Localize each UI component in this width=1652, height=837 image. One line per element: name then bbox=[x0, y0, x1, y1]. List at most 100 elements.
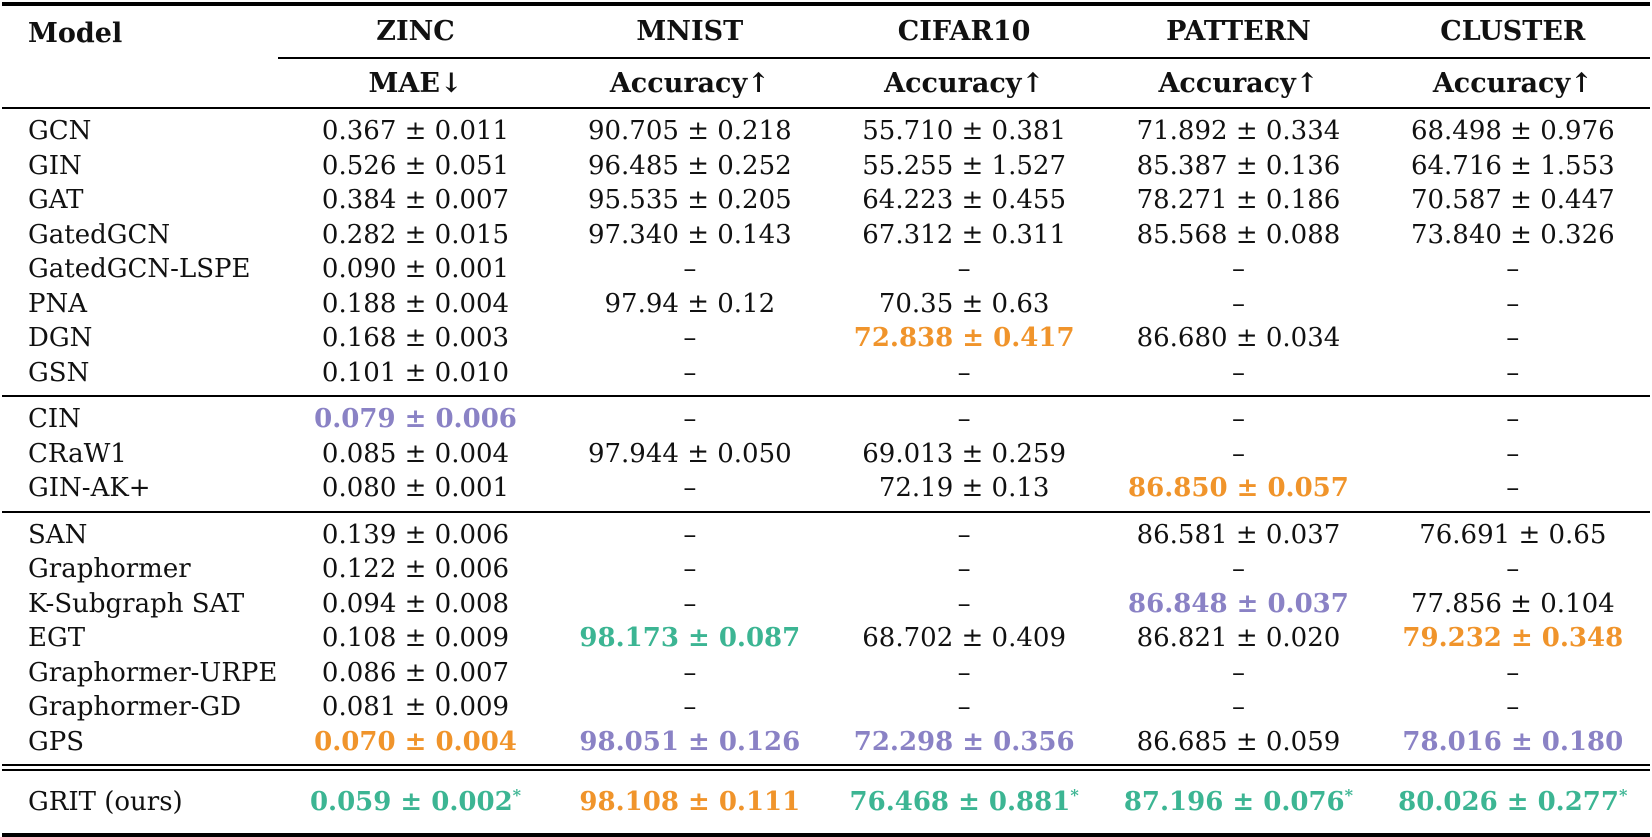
value-cell: – bbox=[553, 396, 827, 437]
dataset-header-row: Model ZINC MNIST CIFAR10 PATTERN CLUSTER bbox=[2, 4, 1650, 59]
significance-star: * bbox=[1070, 785, 1079, 805]
table-row: GIN 0.526 ± 0.051 96.485 ± 0.252 55.255 ± 1… bbox=[2, 149, 1650, 184]
value-cell: 85.568 ± 0.088 bbox=[1101, 218, 1375, 253]
value-cell: – bbox=[1101, 656, 1375, 691]
model-name: GIN-AK+ bbox=[28, 473, 151, 504]
value-cell: – bbox=[1376, 396, 1650, 437]
row-group-3: SAN 0.139 ± 0.006– –86.581 ± 0.037 76.691 ±… bbox=[2, 511, 1650, 768]
model-name: DGN bbox=[28, 323, 93, 354]
ranked-value: 0.059 ± 0.002* bbox=[309, 785, 522, 817]
value: 86.685 ± 0.059 bbox=[1136, 726, 1341, 757]
ranked-value: 98.051 ± 0.126 bbox=[579, 726, 801, 757]
value-cell: 0.059 ± 0.002* bbox=[278, 768, 552, 836]
value-cell: 0.282 ± 0.015 bbox=[278, 218, 552, 253]
table-row: SAN 0.139 ± 0.006 – – 86.581 ± 0.037 76.691 ±… bbox=[2, 512, 1650, 553]
value-cell: – bbox=[1376, 552, 1650, 587]
value-cell: – bbox=[827, 252, 1101, 287]
value: 90.705 ± 0.218 bbox=[587, 116, 792, 147]
metric-header-pattern: Accuracy↑ bbox=[1158, 67, 1319, 99]
value-cell: – bbox=[1376, 321, 1650, 356]
model-name: GRIT (ours) bbox=[28, 787, 183, 817]
value: 0.101 ± 0.010 bbox=[321, 357, 510, 388]
ranked-value: 0.070 ± 0.004 bbox=[314, 726, 517, 757]
value-cell: – bbox=[1101, 252, 1375, 287]
value: 0.526 ± 0.051 bbox=[321, 150, 510, 181]
value: 70.587 ± 0.447 bbox=[1410, 185, 1615, 216]
table-row: GRIT (ours) 0.059 ± 0.002* 98.108 ± 0.111 7… bbox=[2, 768, 1650, 836]
value: – bbox=[1506, 288, 1520, 319]
value-cell: – bbox=[1376, 252, 1650, 287]
col-header-zinc: ZINC bbox=[278, 4, 553, 59]
row-group-4: GRIT (ours) 0.059 ± 0.002* 98.108 ± 0.111 7… bbox=[2, 767, 1650, 836]
value: – bbox=[1231, 554, 1245, 585]
value: 0.384 ± 0.007 bbox=[321, 185, 510, 216]
value: 0.139 ± 0.006 bbox=[321, 519, 510, 550]
model-name: Graphormer bbox=[28, 554, 191, 585]
value: 0.080 ± 0.001 bbox=[321, 473, 510, 504]
value: 97.944 ± 0.050 bbox=[587, 438, 792, 469]
value-cell: – bbox=[553, 252, 827, 287]
value-cell: – bbox=[1376, 287, 1650, 322]
value-cell: 95.535 ± 0.205 bbox=[553, 183, 827, 218]
value: – bbox=[957, 588, 971, 619]
model-name: Graphormer-GD bbox=[28, 692, 242, 723]
value-cell: 78.016 ± 0.180 bbox=[1376, 725, 1650, 768]
value-cell: 98.051 ± 0.126 bbox=[553, 725, 827, 768]
value-cell: 0.090 ± 0.001 bbox=[278, 252, 552, 287]
value: 73.840 ± 0.326 bbox=[1410, 219, 1615, 250]
value: – bbox=[957, 657, 971, 688]
col-header-pattern: PATTERN bbox=[1101, 4, 1376, 59]
value: 55.255 ± 1.527 bbox=[862, 150, 1066, 181]
value: 72.19 ± 0.13 bbox=[878, 473, 1050, 504]
value-cell: 96.485 ± 0.252 bbox=[553, 149, 827, 184]
value: 85.568 ± 0.088 bbox=[1136, 219, 1341, 250]
value-cell: 86.685 ± 0.059 bbox=[1101, 725, 1375, 768]
value-cell: – bbox=[827, 512, 1101, 553]
value: 64.716 ± 1.553 bbox=[1410, 150, 1615, 181]
value-cell: 98.108 ± 0.111 bbox=[553, 768, 827, 836]
ranked-value: 98.108 ± 0.111 bbox=[579, 787, 801, 817]
table-row: GSN 0.101 ± 0.010 – – – – bbox=[2, 356, 1650, 397]
value-cell: – bbox=[827, 396, 1101, 437]
significance-star: * bbox=[1618, 785, 1628, 805]
table-row: GPS 0.070 ± 0.004 98.051 ± 0.126 72.298 ± 0… bbox=[2, 725, 1650, 768]
ranked-value: 98.173 ± 0.087 bbox=[579, 623, 801, 654]
table-row: CIN 0.079 ± 0.006 – – – – bbox=[2, 396, 1650, 437]
model-name: GPS bbox=[28, 726, 85, 757]
value-cell: 76.468 ± 0.881* bbox=[827, 768, 1101, 836]
value: 97.94 ± 0.12 bbox=[604, 288, 776, 319]
value: 70.35 ± 0.63 bbox=[878, 288, 1050, 319]
value: 68.498 ± 0.976 bbox=[1410, 116, 1615, 147]
value: – bbox=[683, 657, 697, 688]
table-row: EGT 0.108 ± 0.009 98.173 ± 0.087 68.702 ± 0… bbox=[2, 621, 1650, 656]
value-cell: 0.139 ± 0.006 bbox=[278, 512, 552, 553]
value: – bbox=[683, 519, 697, 550]
value-cell: 0.108 ± 0.009 bbox=[278, 621, 552, 656]
table-row: PNA 0.188 ± 0.004 97.94 ± 0.12 70.35 ± 0.63… bbox=[2, 287, 1650, 322]
significance-star: * bbox=[1344, 785, 1354, 805]
model-name: GCN bbox=[28, 116, 92, 147]
model-name: CIN bbox=[28, 404, 81, 435]
value-cell: 0.367 ± 0.011 bbox=[278, 108, 552, 149]
value: 69.013 ± 0.259 bbox=[862, 438, 1066, 469]
row-group-2: CIN 0.079 ± 0.006– – – – CRaW1 0.085 ± 0.004 97… bbox=[2, 396, 1650, 512]
value-cell: – bbox=[827, 356, 1101, 397]
value: 0.086 ± 0.007 bbox=[321, 657, 510, 688]
table-header: Model ZINC MNIST CIFAR10 PATTERN CLUSTER… bbox=[2, 4, 1650, 108]
value-cell: 85.387 ± 0.136 bbox=[1101, 149, 1375, 184]
value-cell: 70.35 ± 0.63 bbox=[827, 287, 1101, 322]
value: 0.108 ± 0.009 bbox=[321, 623, 510, 654]
model-name: GAT bbox=[28, 185, 84, 216]
value: 86.581 ± 0.037 bbox=[1136, 519, 1341, 550]
value-cell: 67.312 ± 0.311 bbox=[827, 218, 1101, 253]
value: – bbox=[957, 357, 971, 388]
model-name: GIN bbox=[28, 150, 82, 181]
value-cell: 72.298 ± 0.356 bbox=[827, 725, 1101, 768]
value-cell: 80.026 ± 0.277* bbox=[1376, 768, 1650, 836]
value-cell: 64.716 ± 1.553 bbox=[1376, 149, 1650, 184]
value: – bbox=[683, 588, 697, 619]
value: 77.856 ± 0.104 bbox=[1410, 588, 1615, 619]
value-cell: 78.271 ± 0.186 bbox=[1101, 183, 1375, 218]
model-name: GatedGCN-LSPE bbox=[28, 254, 251, 285]
